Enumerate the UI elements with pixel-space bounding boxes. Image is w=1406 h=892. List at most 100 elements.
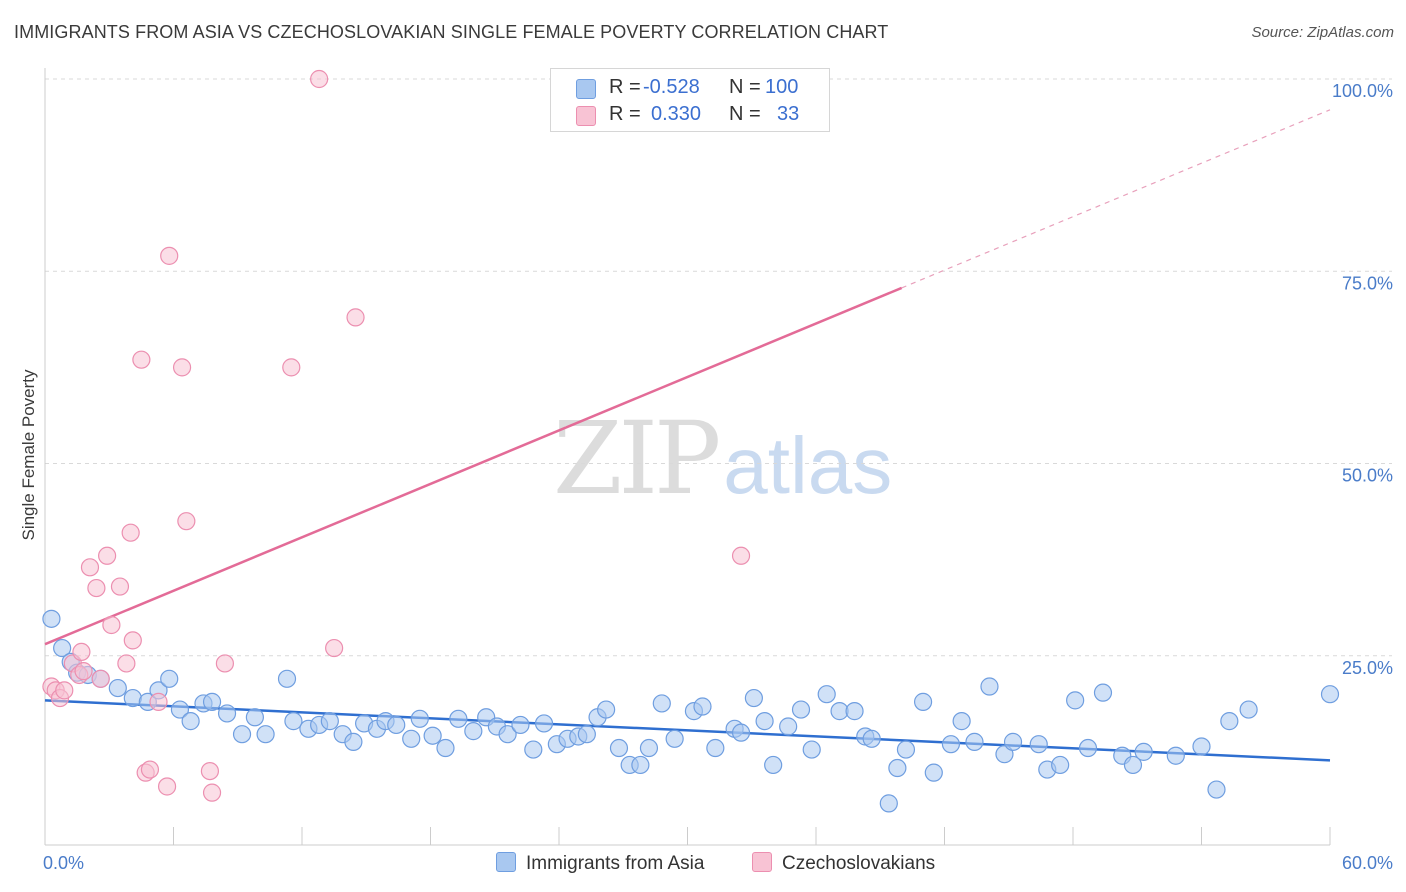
point-asia	[802, 740, 821, 759]
point-asia	[631, 755, 650, 775]
point-asia	[924, 763, 943, 782]
point-czech	[140, 760, 160, 779]
point-asia	[344, 732, 363, 751]
point-asia	[1207, 780, 1226, 799]
y-tick-label: 75.0%	[1342, 273, 1393, 293]
legend-swatch-czech	[752, 852, 772, 872]
point-asia	[511, 715, 530, 735]
point-asia	[609, 738, 629, 758]
legend-item-czech[interactable]: Czechoslovakians	[752, 852, 935, 875]
point-czech	[87, 578, 106, 598]
point-asia	[277, 669, 297, 688]
point-czech	[172, 358, 192, 377]
point-asia	[202, 692, 222, 711]
point-asia	[597, 700, 616, 719]
point-czech	[282, 358, 301, 377]
point-czech	[177, 512, 196, 531]
point-asia	[755, 712, 774, 731]
point-asia	[170, 700, 190, 719]
point-czech	[731, 546, 751, 565]
point-asia	[665, 729, 684, 748]
point-asia	[53, 638, 72, 658]
point-asia	[764, 755, 783, 775]
x-tick-label: 0.0%	[43, 853, 84, 873]
point-asia	[436, 738, 455, 758]
watermark-atlas: atlas	[723, 421, 893, 510]
point-czech	[91, 669, 110, 688]
point-asia	[387, 715, 406, 735]
point-asia	[160, 669, 179, 688]
point-czech	[55, 681, 74, 700]
legend-n-value: 33	[777, 103, 800, 125]
point-czech	[157, 777, 177, 796]
legend-n-label: N =	[729, 103, 761, 125]
point-asia	[1078, 738, 1098, 758]
legend-r-value: 0.330	[651, 103, 702, 125]
point-asia	[845, 702, 864, 721]
point-asia	[1093, 683, 1113, 702]
legend-item-asia[interactable]: Immigrants from Asia	[496, 852, 704, 875]
point-asia	[1134, 742, 1153, 761]
point-asia	[862, 729, 881, 748]
point-asia	[1003, 732, 1023, 751]
legend-r-value: -0.528	[643, 76, 700, 98]
axes	[44, 68, 1331, 846]
point-asia	[402, 729, 421, 748]
legend-r-label: R =	[609, 76, 641, 98]
point-asia	[731, 723, 751, 742]
point-czech	[310, 69, 329, 89]
point-asia	[410, 709, 429, 728]
legend-swatch-asia	[576, 79, 596, 99]
point-czech	[117, 654, 136, 673]
legend-swatch-czech	[576, 106, 596, 126]
point-asia	[1051, 755, 1070, 775]
point-asia	[320, 712, 339, 731]
point-asia	[245, 708, 264, 727]
point-czech	[200, 761, 220, 781]
y-tick-label: 100.0%	[1332, 81, 1393, 101]
point-asia	[449, 709, 468, 728]
point-asia	[42, 609, 61, 628]
point-asia	[1029, 735, 1048, 754]
point-czech	[346, 308, 365, 327]
trend-line-czech	[44, 286, 903, 646]
point-asia	[965, 732, 984, 751]
point-czech	[123, 631, 142, 650]
point-czech	[80, 558, 100, 577]
watermark: ZIPatlas	[553, 400, 892, 517]
point-czech	[110, 577, 130, 596]
point-czech	[102, 615, 121, 635]
point-asia	[217, 704, 237, 723]
y-axis-label: Single Female Poverty	[19, 369, 38, 541]
point-asia	[524, 740, 543, 759]
legend-n-label: N =	[729, 76, 761, 98]
point-asia	[896, 740, 916, 759]
legend-label-czech: Czechoslovakians	[782, 853, 936, 874]
tick-labels: 25.0% 50.0% 75.0% 100.0% 0.0% 60.0%	[43, 81, 1393, 873]
point-asia	[284, 712, 303, 731]
point-czech	[160, 246, 179, 265]
grid-lines	[45, 78, 1392, 657]
point-asia	[256, 725, 275, 744]
point-asia	[791, 700, 811, 719]
point-asia	[232, 725, 252, 744]
y-tick-label: 50.0%	[1342, 466, 1393, 486]
point-asia	[744, 688, 763, 708]
point-asia	[779, 717, 798, 736]
point-czech	[325, 638, 344, 658]
point-asia	[952, 712, 971, 731]
point-asia	[995, 745, 1014, 764]
point-asia	[639, 738, 659, 758]
legend-r-label: R =	[609, 103, 641, 125]
point-asia	[181, 712, 200, 731]
point-asia	[1123, 755, 1143, 775]
legend-n-value: 100	[765, 76, 799, 98]
legend-swatch-asia	[496, 852, 516, 872]
point-asia	[577, 725, 596, 744]
point-asia	[1239, 700, 1258, 719]
point-asia	[498, 725, 517, 744]
point-asia	[941, 735, 961, 754]
legend-label-asia: Immigrants from Asia	[526, 853, 705, 874]
trend-lines	[44, 109, 1331, 762]
